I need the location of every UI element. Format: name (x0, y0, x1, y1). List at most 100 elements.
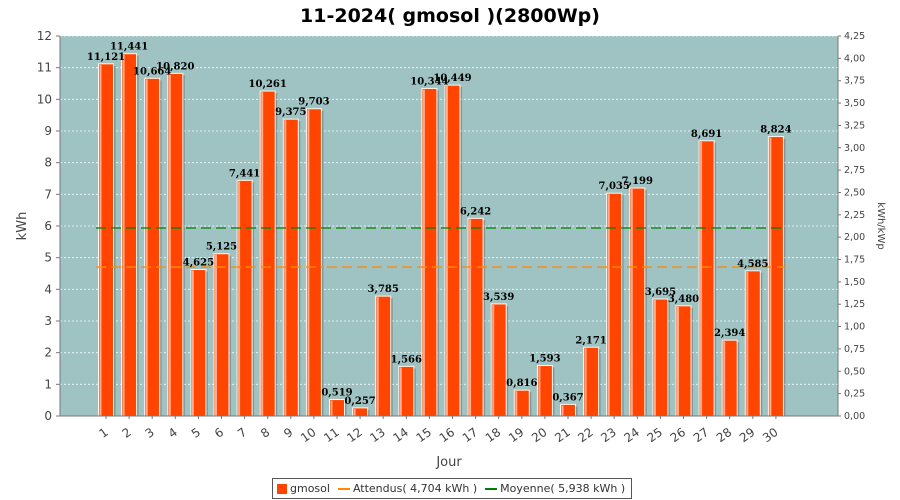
x-tick-label: 20 (529, 425, 550, 445)
x-tick-label: 30 (760, 425, 781, 445)
legend-label-moyenne: Moyenne( 5,938 kWh ) (500, 482, 626, 495)
x-tick-label: 17 (460, 425, 481, 445)
bar-highlight (191, 270, 194, 416)
y-tick-label: 12 (37, 29, 52, 43)
x-tick-label: 21 (552, 425, 573, 445)
bar-highlight (469, 219, 472, 416)
data-label: 3,695 (645, 287, 676, 298)
data-label: 11,121 (87, 52, 125, 63)
y-tick-label: 7 (44, 187, 52, 201)
x-tick-label: 2 (120, 425, 134, 441)
x-axis-label: Jour (435, 455, 462, 470)
x-tick-label: 3 (143, 425, 157, 441)
bar-highlight (746, 271, 749, 416)
bar-highlight (515, 391, 518, 416)
bar-highlight (584, 348, 587, 416)
bar-highlight (99, 64, 102, 417)
y-tick-label: 1 (44, 377, 52, 391)
y2-tick-label: 2,75 (844, 165, 865, 176)
bar-highlight (653, 299, 656, 416)
x-tick-label: 15 (414, 425, 435, 445)
bar-highlight (284, 120, 287, 416)
bar-highlight (769, 137, 772, 416)
data-label: 4,625 (183, 258, 214, 269)
bars (98, 53, 786, 417)
y2-tick-label: 3,75 (844, 76, 865, 87)
data-label: 3,480 (668, 294, 699, 305)
x-tick-label: 28 (714, 425, 735, 445)
y2-tick-label: 3,00 (844, 143, 865, 154)
y2-tick-label: 1,75 (844, 255, 865, 266)
data-label: 10,820 (156, 61, 194, 72)
data-label: 10,664 (133, 66, 171, 77)
data-label: 11,441 (110, 42, 148, 53)
data-label: 5,125 (206, 242, 237, 253)
data-label: 9,375 (275, 107, 306, 118)
y2-tick-label: 4,00 (844, 53, 865, 64)
x-tick-label: 12 (344, 425, 365, 445)
bar-highlight (122, 54, 125, 417)
x-tick-label: 19 (506, 425, 527, 445)
legend-item-moyenne: Moyenne( 5,938 kWh ) (485, 482, 625, 495)
data-label: 6,242 (460, 206, 491, 217)
data-label: 10,449 (433, 73, 471, 84)
data-label: 2,394 (714, 328, 745, 339)
y-tick-label: 4 (44, 282, 52, 296)
y-tick-label: 8 (44, 156, 52, 170)
y2-axis-label: kWh/kWp (875, 202, 886, 249)
bar-highlight (307, 109, 310, 416)
x-tick-label: 23 (598, 425, 619, 445)
x-tick-label: 18 (483, 425, 504, 445)
legend-label-series: gmosol (290, 482, 330, 495)
y-tick-label: 11 (37, 61, 52, 75)
data-label: 1,593 (529, 354, 560, 365)
data-label: 3,539 (483, 292, 514, 303)
y-tick-label: 0 (44, 409, 52, 423)
x-tick-label: 11 (321, 425, 342, 445)
x-tick-label: 14 (390, 425, 411, 445)
y-axis-label: kWh (15, 212, 30, 241)
x-tick-label: 29 (737, 425, 758, 445)
y-tick-label: 5 (44, 251, 52, 265)
data-label: 10,261 (249, 79, 287, 90)
y2-tick-label: 2,25 (844, 210, 865, 221)
y2-tick-label: 1,50 (844, 277, 865, 288)
bar-highlight (630, 189, 633, 416)
bar-highlight (145, 79, 148, 416)
y-tick-label: 10 (37, 92, 52, 106)
legend-label-attendus: Attendus( 4,704 kWh ) (352, 482, 478, 495)
bar-highlight (492, 304, 495, 416)
bar-highlight (700, 141, 703, 416)
y-tick-label: 9 (44, 124, 52, 138)
bar-highlight (399, 367, 402, 416)
bar-highlight (330, 400, 333, 416)
x-tick-label: 10 (298, 425, 319, 445)
bar-highlight (723, 341, 726, 416)
data-label: 2,171 (575, 335, 606, 346)
x-tick-label: 8 (258, 425, 272, 441)
data-label: 0,367 (552, 392, 583, 403)
bar-highlight (376, 297, 379, 416)
bar-highlight (561, 405, 564, 416)
bar-highlight (215, 254, 217, 416)
y2-tick-label: 2,00 (844, 232, 865, 243)
x-tick-label: 26 (668, 425, 689, 445)
x-tick-label: 27 (691, 425, 712, 445)
data-label: 9,703 (298, 97, 329, 108)
x-tick-label: 16 (437, 425, 458, 445)
y2-tick-label: 0,00 (844, 411, 865, 422)
bar-highlight (238, 181, 241, 416)
bar-highlight (538, 366, 541, 416)
chart-title: 11-2024( gmosol )(2800Wp) (300, 5, 600, 27)
x-tick-label: 1 (96, 425, 110, 441)
x-tick-label: 13 (367, 425, 388, 445)
data-label: 7,035 (599, 181, 630, 192)
legend-swatch-series (277, 483, 287, 494)
bar-highlight (446, 86, 448, 417)
y2-tick-label: 4,25 (844, 31, 865, 42)
data-label: 1,566 (391, 354, 422, 365)
legend-item-attendus: Attendus( 4,704 kWh ) (337, 482, 478, 495)
data-label: 4,585 (737, 259, 768, 270)
legend-swatch-moyenne (485, 487, 498, 490)
